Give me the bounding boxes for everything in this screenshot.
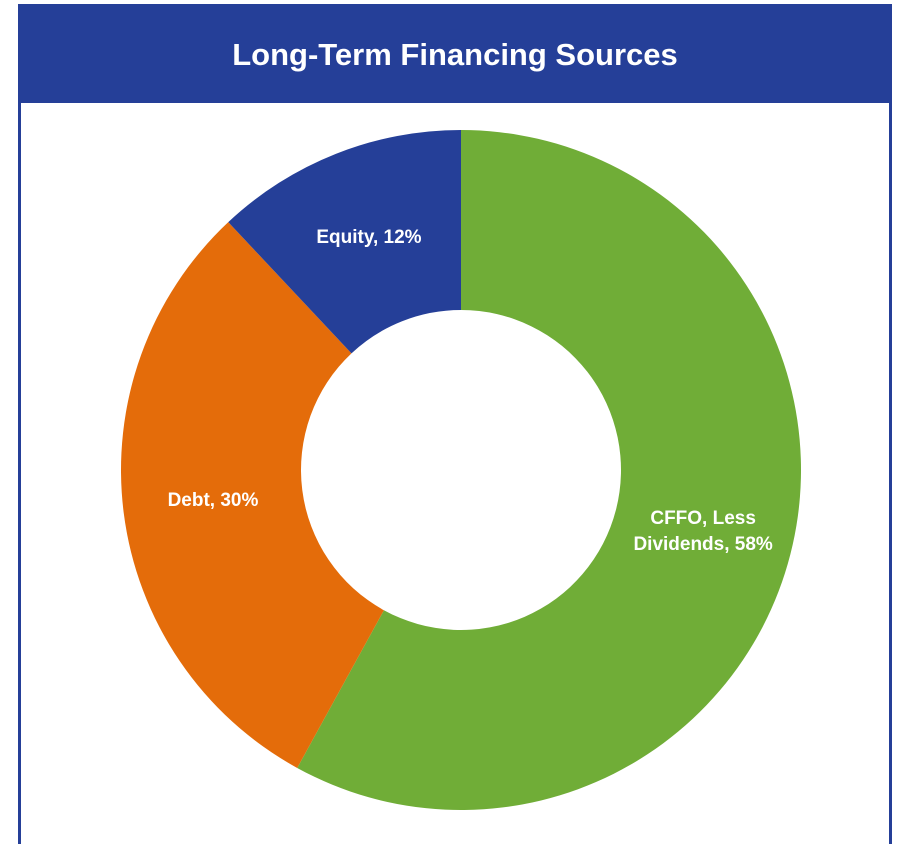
data-label: Debt, 30% [167,490,259,512]
donut-slice [228,130,461,354]
data-label: Equity, 12% [316,226,422,248]
donut-slice [121,222,384,768]
chart-title: Long-Term Financing Sources [21,7,889,103]
data-label: CFFO, Less Dividends, 58% [633,508,773,556]
donut-slice [297,130,801,810]
